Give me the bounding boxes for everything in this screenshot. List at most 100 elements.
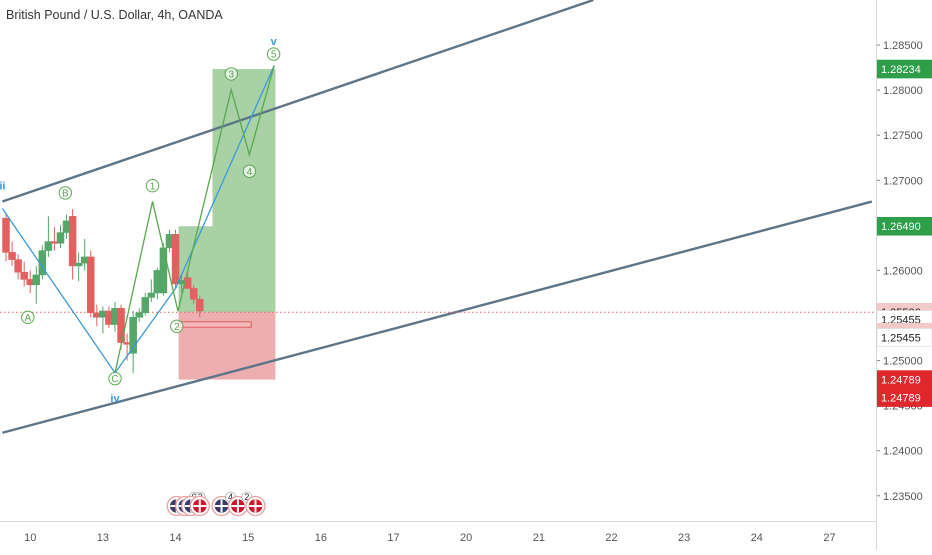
wave-label-circle (266, 47, 281, 61)
time-tick-label: 10 (24, 532, 36, 544)
price-tick-label: 1.27000 (883, 175, 923, 187)
price-axis-divider (876, 0, 877, 550)
candle-body (14, 259, 22, 273)
elliott-wave-lines (1, 65, 275, 375)
candle-body (74, 262, 83, 267)
candle-body (68, 216, 77, 267)
candle-body (147, 292, 156, 298)
wave-label-text: 5 (271, 50, 277, 61)
candles (2, 209, 204, 374)
candle (147, 279, 156, 302)
candle (44, 216, 53, 257)
event-count: 4 (228, 492, 233, 502)
time-tick-label: 14 (169, 532, 181, 544)
candle-body (141, 297, 150, 314)
candle (87, 250, 95, 318)
event-flag-uk (189, 495, 210, 517)
wave-label-C: C (108, 371, 122, 386)
axis-label-box (876, 328, 932, 347)
axis-label-text: 1.28234 (881, 64, 921, 76)
time-axis[interactable]: 10 13 14 15 16 17 20 21 22 23 24 27 (0, 521, 876, 550)
candle-body (117, 308, 125, 343)
risk-reward-zones (178, 69, 276, 380)
candle (74, 252, 83, 282)
candle-body (56, 232, 65, 244)
price-label-1.26490: 1.26490 (876, 216, 932, 236)
wave-label-text: 1 (150, 181, 156, 192)
candle-body (44, 241, 53, 251)
axis-label-text: 1.25455 (881, 333, 921, 345)
wave-label-text: 2 (174, 322, 180, 333)
candle (141, 292, 150, 316)
wave-label-ii: ii (0, 180, 5, 192)
price-axis[interactable]: 1.285001.280001.275001.270001.265001.260… (876, 0, 932, 550)
wave-label-text: A (24, 313, 31, 324)
event-count: 2 (244, 492, 249, 502)
time-tick-label: 20 (460, 532, 472, 544)
candle-body (32, 274, 41, 286)
green-wave-line (114, 65, 275, 374)
price-axis-labels: 1.282341.264901.255361.254551.2478903:05… (876, 59, 932, 407)
price-tick-label: 1.25000 (883, 356, 923, 368)
price-tick-label: 1.26000 (883, 265, 923, 277)
wave-label-v: v (271, 36, 278, 48)
time-axis-divider (0, 521, 876, 522)
candle (32, 265, 41, 304)
candle-body (20, 271, 28, 280)
time-tick-label: 16 (315, 532, 327, 544)
target-zone-2 (212, 69, 276, 313)
symbol-title[interactable]: British Pound / U.S. Dollar, 4h, OANDA (6, 8, 223, 22)
wave-label-iv: iv (110, 393, 120, 405)
price-axis-bg (876, 0, 932, 550)
axis-label-text: 1.24789 (881, 375, 921, 387)
time-tick-label: 22 (605, 532, 617, 544)
wave-label-text: v (271, 36, 278, 48)
candle (135, 308, 143, 322)
candle-body (135, 312, 143, 318)
price-tick-label: 1.27500 (883, 130, 923, 142)
wave-label-circle (58, 186, 73, 200)
candle (56, 225, 65, 248)
wave-label-text: B (62, 188, 69, 199)
wave-label-4: 4 (242, 164, 257, 178)
candle (2, 214, 10, 262)
time-tick-label: 15 (242, 532, 254, 544)
wave-label-A: A (21, 310, 35, 324)
candle (189, 284, 198, 304)
wave-labels: A B C 1 2 3 4 5 iv ii v (0, 36, 281, 405)
candle (8, 241, 16, 266)
axis-label-box (876, 388, 932, 407)
economic-events: 9242 (166, 491, 266, 517)
axis-extra-label: 1.25455 (876, 328, 932, 347)
upper-channel (1, 0, 594, 203)
lower-channel (2, 200, 873, 434)
price-label-1.24789: 1.24789 (876, 370, 932, 389)
time-tick-label: 13 (97, 532, 109, 544)
price-label-1.28234: 1.28234 (876, 59, 932, 79)
candle-body (2, 217, 10, 253)
wave-label-circle (21, 310, 35, 324)
price-tick-label: 1.28500 (883, 40, 923, 52)
wave-label-1: 1 (145, 178, 160, 193)
event-flag-uk (245, 495, 266, 517)
time-tick-label: 23 (678, 532, 690, 544)
wave-label-text: iv (110, 393, 120, 405)
wave-label-text: 3 (228, 70, 234, 81)
time-tick-label: 21 (533, 532, 545, 544)
wave-label-text: ii (0, 180, 5, 192)
candle-body (189, 288, 198, 300)
channel-lines (1, 0, 873, 434)
event-flag-us: 4 (211, 491, 236, 517)
axis-label-box (876, 216, 932, 236)
price-tick-label: 1.24000 (883, 446, 923, 458)
candle (68, 209, 77, 280)
candle (171, 229, 180, 289)
wave-label-circle (242, 164, 257, 178)
wave-label-circle (145, 178, 160, 193)
wave-label-B: B (58, 186, 73, 200)
wave-label-circle (108, 371, 122, 386)
price-tick-label: 1.28000 (883, 85, 923, 97)
stop-marker (178, 321, 252, 328)
